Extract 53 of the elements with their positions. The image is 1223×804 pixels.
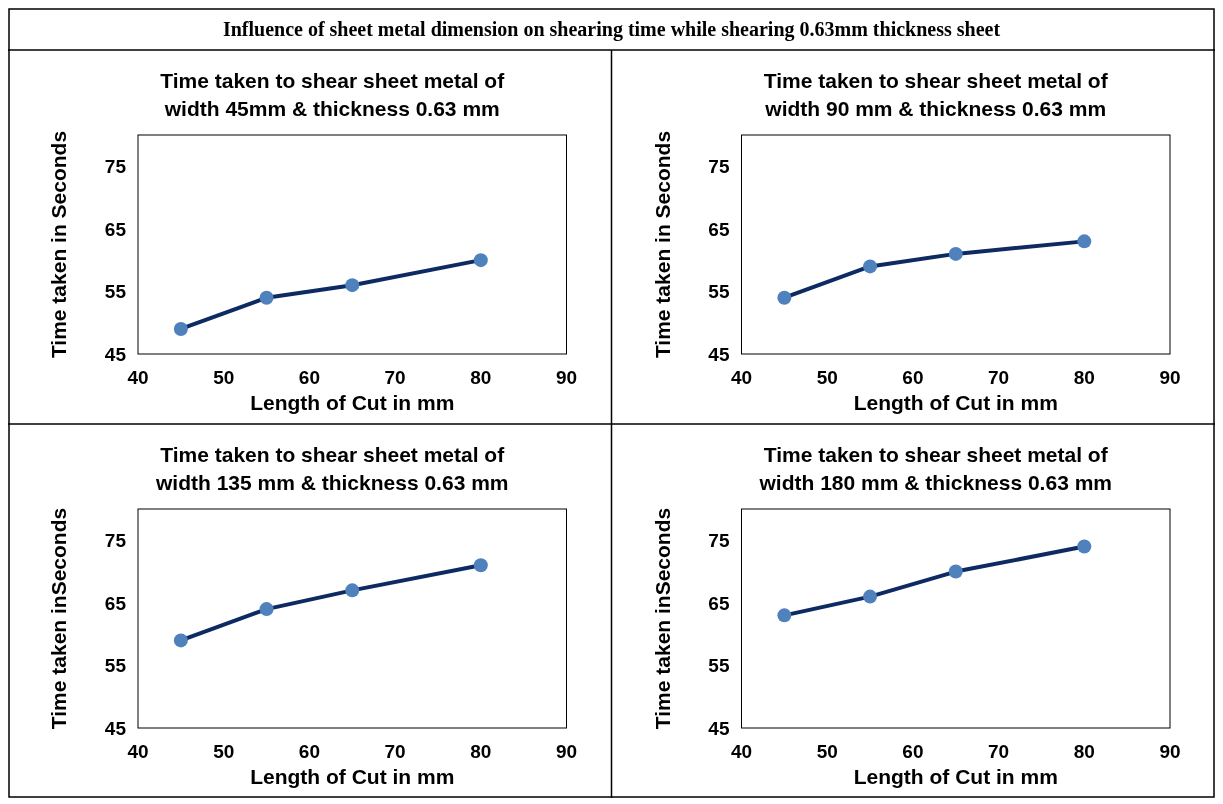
x-tick-label: 50 bbox=[213, 741, 235, 762]
x-tick-label: 50 bbox=[213, 367, 235, 388]
x-tick-label: 70 bbox=[384, 367, 406, 388]
x-tick-label: 80 bbox=[470, 367, 492, 388]
x-tick-label: 90 bbox=[555, 367, 578, 388]
x-axis-title: Length of Cut in mm bbox=[853, 391, 1058, 414]
y-tick-label: 55 bbox=[104, 655, 127, 677]
y-tick-label: 75 bbox=[104, 529, 127, 551]
chart-title: Time taken to shear sheet metal of width 135 mm & thickness 0.63 mm bbox=[155, 443, 509, 494]
x-tick-label: 90 bbox=[1159, 367, 1181, 388]
y-tick-label: 75 bbox=[104, 155, 127, 177]
y-axis-title: Time taken in Seconds bbox=[650, 130, 674, 359]
x-tick-label: 60 bbox=[298, 367, 320, 388]
y-tick-label: 75 bbox=[708, 529, 730, 551]
y-tick-label: 55 bbox=[104, 281, 127, 303]
x-tick-label: 80 bbox=[470, 741, 492, 762]
x-tick-label: 40 bbox=[730, 741, 753, 762]
x-axis-title: Length of Cut in mm bbox=[250, 765, 455, 788]
y-tick-label: 65 bbox=[104, 218, 127, 240]
y-tick-label: 45 bbox=[708, 717, 730, 739]
y-tick-label: 65 bbox=[104, 592, 127, 614]
y-tick-label: 75 bbox=[708, 155, 730, 177]
y-tick-label: 65 bbox=[708, 592, 730, 614]
x-tick-label: 70 bbox=[988, 741, 1010, 762]
x-tick-label: 60 bbox=[902, 741, 924, 762]
x-tick-label: 50 bbox=[816, 741, 838, 762]
x-axis-title: Length of Cut in mm bbox=[250, 391, 455, 414]
x-tick-label: 90 bbox=[555, 741, 578, 762]
y-axis-title: Time taken inSeconds bbox=[650, 507, 674, 730]
x-tick-label: 50 bbox=[816, 367, 838, 388]
chart-title: Time taken to shear sheet metal of width 45mm & thickness 0.63 mm bbox=[160, 69, 506, 120]
chart-title: Time taken to shear sheet metal of width 90 mm & thickness 0.63 mm bbox=[763, 69, 1109, 120]
x-tick-label: 60 bbox=[902, 367, 924, 388]
x-tick-label: 40 bbox=[127, 367, 149, 388]
y-axis-title: Time taken in Seconds bbox=[47, 130, 70, 359]
y-tick-label: 45 bbox=[104, 343, 127, 365]
y-tick-label: 45 bbox=[104, 717, 127, 739]
y-tick-label: 45 bbox=[708, 343, 730, 365]
chart-title: Time taken to shear sheet metal of width 180 mm & thickness 0.63 mm bbox=[758, 443, 1112, 494]
x-axis-title: Length of Cut in mm bbox=[853, 765, 1058, 788]
x-tick-label: 60 bbox=[298, 741, 320, 762]
x-tick-label: 90 bbox=[1159, 741, 1181, 762]
y-tick-label: 55 bbox=[708, 281, 730, 303]
y-axis-title: Time taken inSeconds bbox=[47, 507, 70, 730]
x-tick-label: 80 bbox=[1073, 741, 1095, 762]
x-tick-label: 80 bbox=[1073, 367, 1095, 388]
text: Influence of sheet metal dimension on shearing time while shearing 0.63mm thickness sheet bbox=[222, 18, 1001, 41]
y-tick-label: 65 bbox=[708, 218, 730, 240]
x-tick-label: 40 bbox=[730, 367, 753, 388]
x-tick-label: 40 bbox=[127, 741, 149, 762]
y-tick-label: 55 bbox=[708, 655, 730, 677]
x-tick-label: 70 bbox=[384, 741, 406, 762]
x-tick-label: 70 bbox=[988, 367, 1010, 388]
